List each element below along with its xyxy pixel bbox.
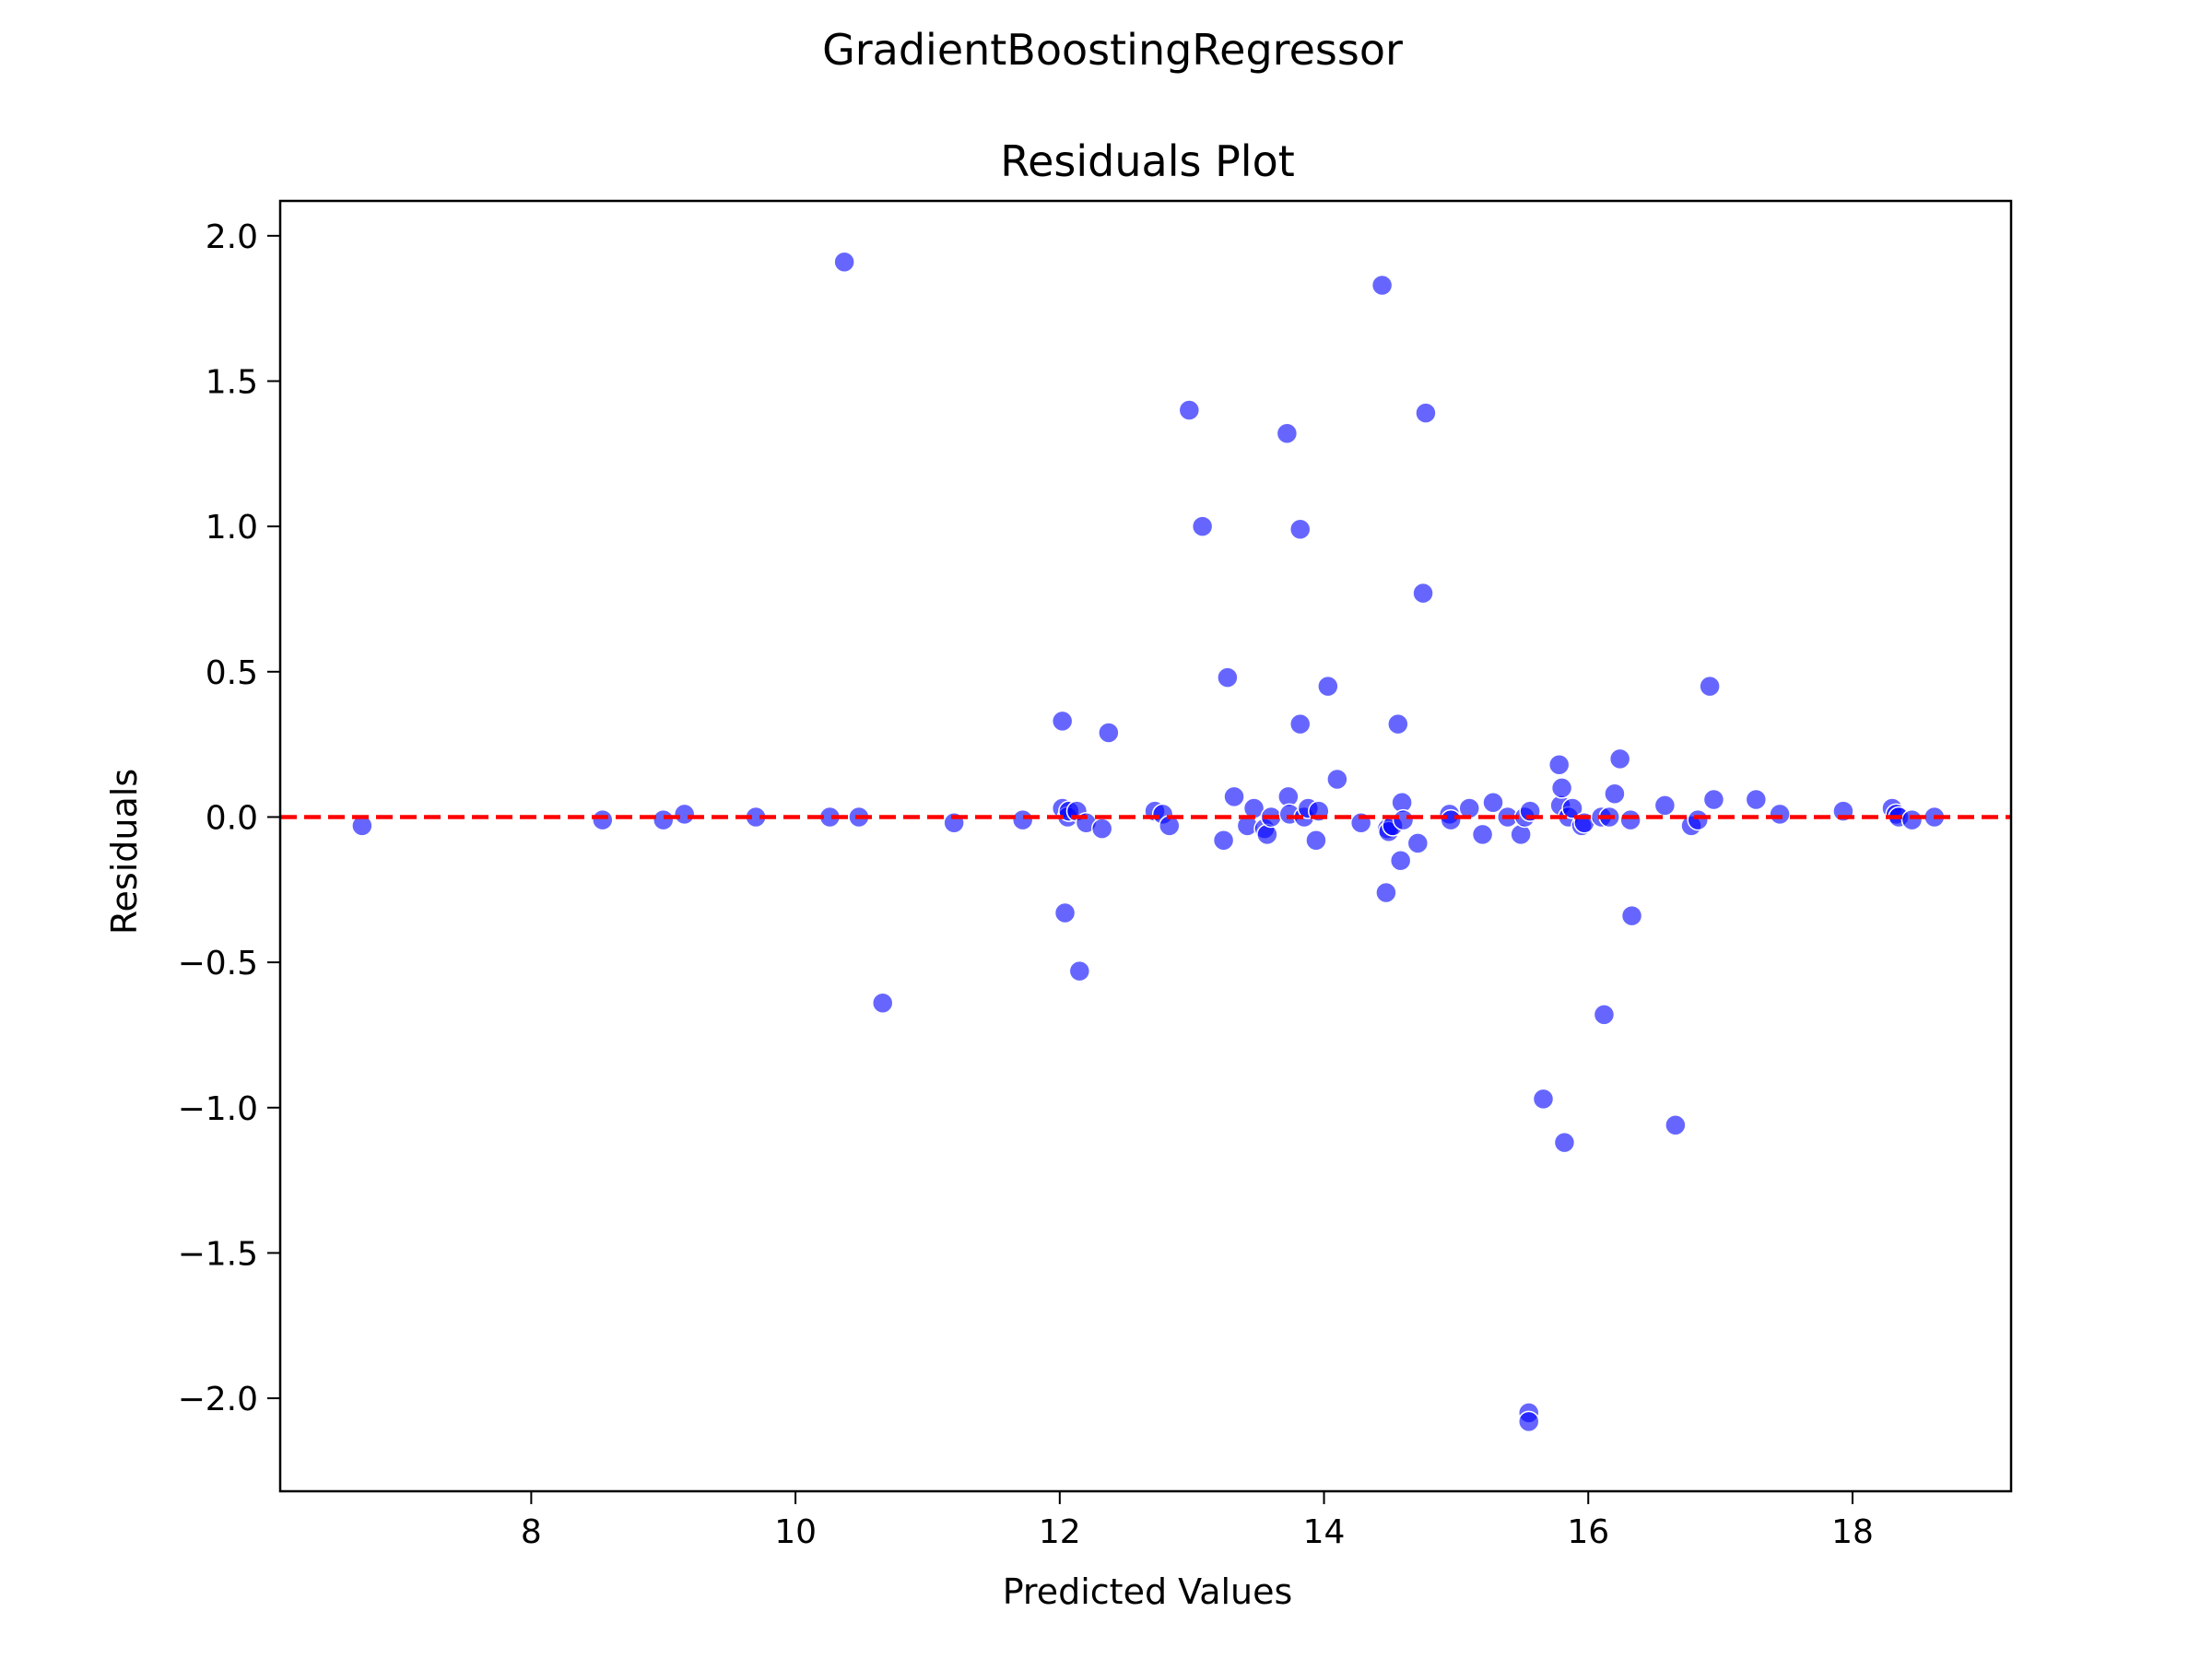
data-point <box>1389 850 1412 872</box>
plot-area: 8 10 12 14 16 18 2.0 1.5 1.0 0.5 0.0 −0.5 −1.0 −1.5 −2… <box>178 199 2013 1551</box>
x-tick-label: 10 <box>774 1513 817 1551</box>
data-point <box>1415 402 1437 424</box>
data-point <box>1223 785 1245 808</box>
data-point <box>1900 808 1924 831</box>
y-tick-label: 2.0 <box>206 218 258 256</box>
data-point <box>1178 399 1201 421</box>
data-point <box>1769 803 1791 826</box>
data-point <box>1653 794 1677 817</box>
y-tick-label: −1.0 <box>178 1090 258 1128</box>
data-point <box>1217 666 1239 688</box>
data-point <box>1687 808 1709 831</box>
data-point <box>1619 808 1641 831</box>
data-point <box>1387 712 1409 735</box>
y-tick-label: −2.0 <box>178 1381 258 1418</box>
data-point <box>1745 788 1768 811</box>
data-point <box>1288 518 1312 541</box>
x-tick-label: 18 <box>1831 1513 1874 1551</box>
data-point <box>1011 808 1034 831</box>
data-point <box>1392 808 1415 831</box>
data-point <box>1593 1004 1616 1026</box>
data-point <box>1371 274 1394 297</box>
data-point <box>1532 1088 1555 1111</box>
y-tick-label: 1.5 <box>206 363 258 401</box>
data-point <box>1276 422 1299 445</box>
data-point <box>1471 823 1494 846</box>
data-point <box>1191 515 1214 537</box>
y-tick-label: −1.5 <box>178 1235 258 1273</box>
data-point <box>1406 832 1430 854</box>
x-axis-label: Predicted Values <box>1003 1571 1293 1612</box>
data-point <box>1288 712 1312 735</box>
y-tick-label: 1.0 <box>206 509 258 547</box>
data-point <box>1517 1410 1540 1433</box>
x-tick-label: 14 <box>1303 1513 1346 1551</box>
data-point <box>1620 904 1643 927</box>
y-tick-label: 0.0 <box>206 799 258 837</box>
data-point <box>1608 747 1631 771</box>
data-point <box>592 808 614 831</box>
x-tick-label: 8 <box>521 1513 542 1551</box>
y-axis-label: Residuals <box>104 769 145 935</box>
x-tick-label: 12 <box>1039 1513 1081 1551</box>
data-point <box>1212 829 1235 852</box>
data-point <box>1561 797 1583 819</box>
data-point <box>1702 788 1725 811</box>
data-point <box>1051 710 1074 733</box>
data-point <box>1482 791 1504 814</box>
plot-frame <box>278 199 2013 1493</box>
data-point <box>1317 675 1339 698</box>
data-point <box>1550 777 1573 799</box>
data-point <box>871 992 894 1015</box>
data-point <box>1053 901 1077 924</box>
x-tick-label: 16 <box>1567 1513 1609 1551</box>
data-point <box>1326 768 1348 791</box>
data-point <box>652 808 675 831</box>
data-point <box>1068 959 1091 982</box>
figure-suptitle: GradientBoostingRegressor <box>822 25 1403 75</box>
data-point <box>1665 1113 1687 1136</box>
data-point <box>1547 753 1571 776</box>
data-point <box>1440 808 1462 831</box>
data-point <box>1098 722 1120 744</box>
data-point <box>1375 881 1397 904</box>
y-tick-label: 0.5 <box>206 654 258 692</box>
data-point <box>833 251 855 273</box>
data-point <box>1699 675 1721 698</box>
data-point <box>1305 829 1327 852</box>
data-point <box>1553 1131 1576 1154</box>
data-point <box>1412 582 1434 605</box>
y-tick-label: −0.5 <box>178 945 258 982</box>
data-point <box>1604 782 1626 805</box>
data-point <box>1090 818 1113 840</box>
data-point <box>673 803 696 826</box>
chart-title: Residuals Plot <box>1000 136 1295 186</box>
